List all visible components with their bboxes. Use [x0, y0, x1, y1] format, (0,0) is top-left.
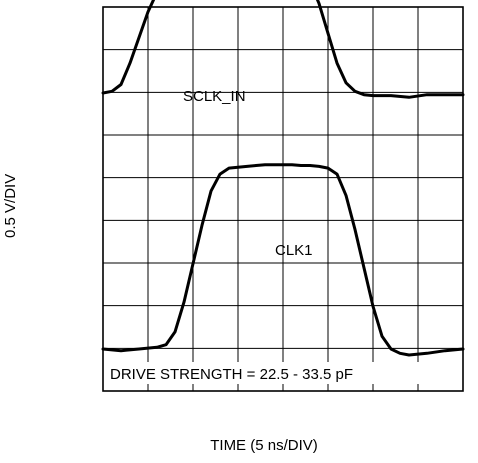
y-axis-label: 0.5 V/DIV — [2, 173, 19, 238]
trace-sclk-in — [101, 0, 465, 99]
graticule-grid — [103, 7, 463, 391]
trace-clk1 — [101, 163, 465, 357]
drive-strength-annotation: DRIVE STRENGTH = 22.5 - 33.5 pF — [110, 366, 353, 383]
trace-label-clk1: CLK1 — [275, 242, 313, 259]
x-axis-label: TIME (5 ns/DIV) — [210, 437, 318, 454]
plot-frame — [102, 6, 464, 392]
trace-label-sclk-in: SCLK_IN — [183, 88, 246, 105]
annotation-backdrop — [104, 362, 450, 384]
